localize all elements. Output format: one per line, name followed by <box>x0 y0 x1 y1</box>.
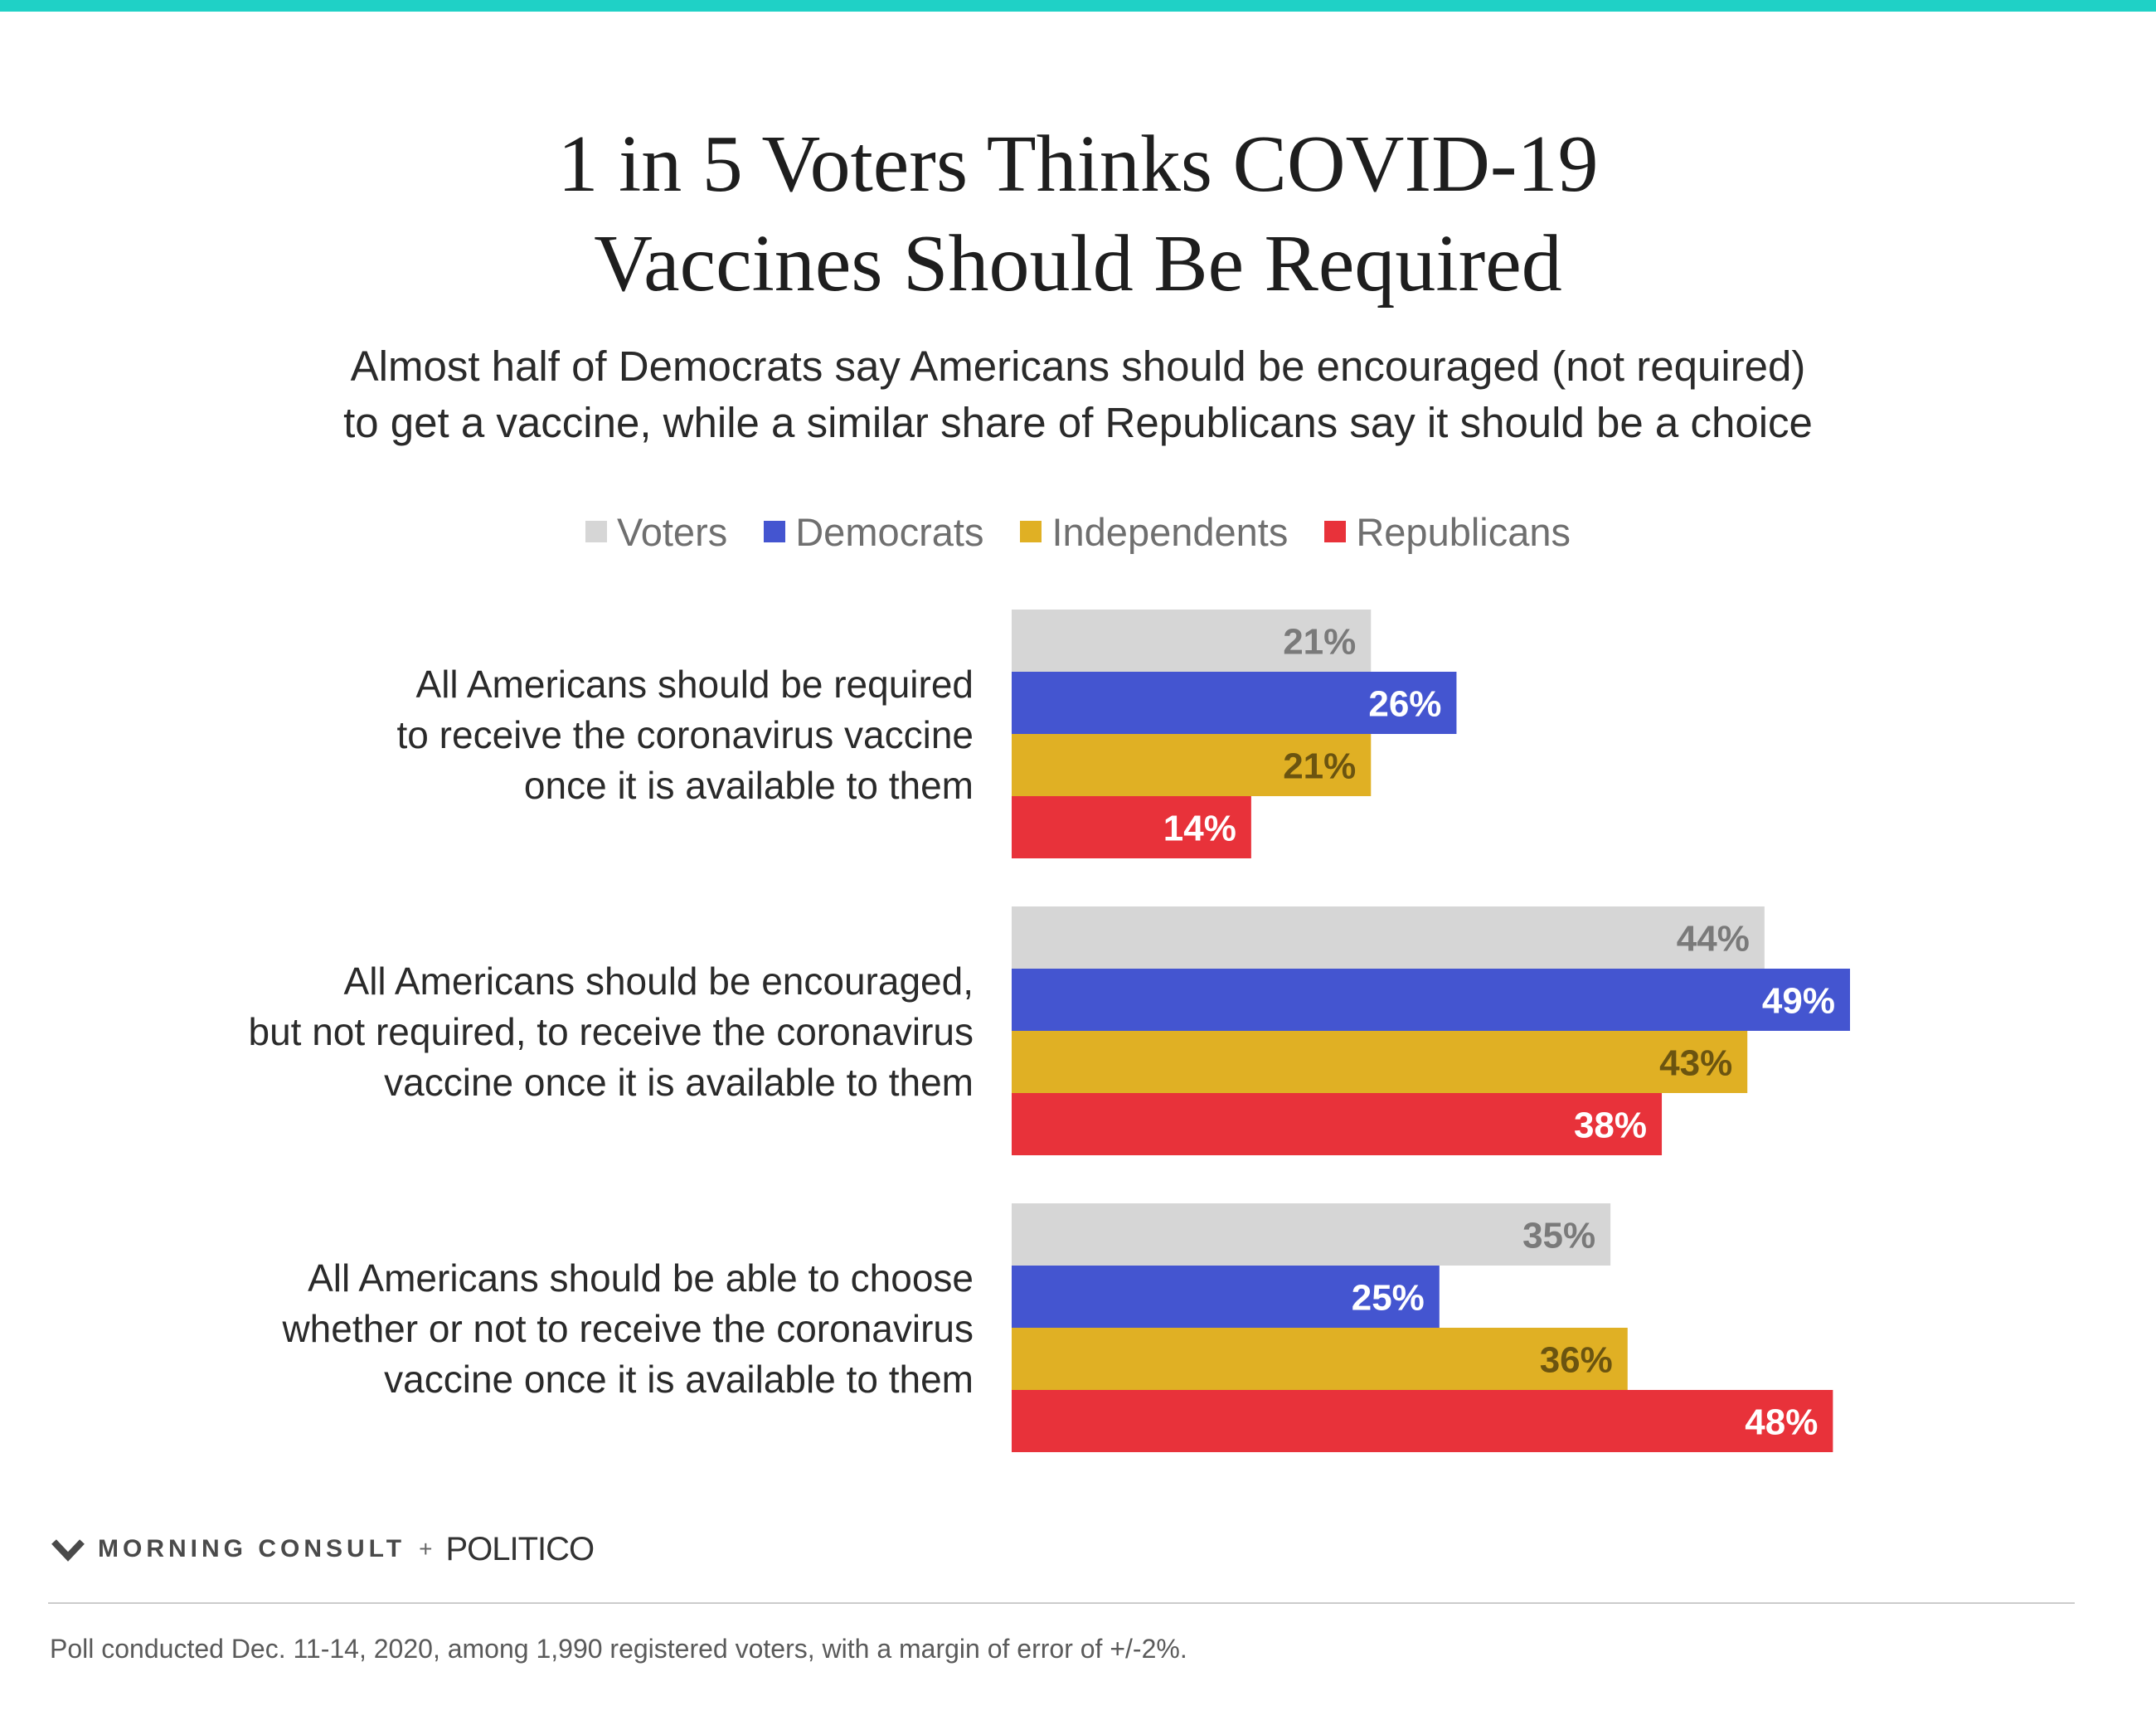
value-label-choose-voters: 35% <box>1522 1216 1595 1256</box>
footer-logo: MORNING CONSULT + POLITICO <box>51 1528 595 1571</box>
bar-required-republicans <box>1012 796 1251 858</box>
morning-consult-brand: MORNING CONSULT <box>98 1535 406 1562</box>
value-label-encouraged-democrats: 49% <box>1762 981 1835 1022</box>
value-label-encouraged-voters: 44% <box>1677 919 1750 960</box>
category-label-encouraged: All Americans should be encouraged, but … <box>83 956 974 1108</box>
bar-encouraged-republicans <box>1012 1093 1663 1155</box>
politico-brand: POLITICO <box>445 1530 595 1567</box>
value-label-required-republicans: 14% <box>1163 809 1236 849</box>
bar-required-voters <box>1012 610 1372 672</box>
category-label-required-line-2: to receive the coronavirus vaccine <box>396 713 974 756</box>
morning-consult-chevron-icon <box>51 1539 85 1562</box>
legend-label-voters: Voters <box>616 509 728 554</box>
category-label-choose-line-1: All Americans should be able to choose <box>308 1256 974 1300</box>
chart-subtitle-line-1: Almost half of Democrats say Americans s… <box>350 343 1806 390</box>
brand-plus: + <box>419 1536 433 1562</box>
value-label-choose-independents: 36% <box>1540 1340 1613 1381</box>
value-label-encouraged-republicans: 38% <box>1574 1105 1647 1146</box>
legend-item-republicans: Republicans <box>1324 509 1571 555</box>
category-label-encouraged-line-2: but not required, to receive the coronav… <box>248 1010 974 1053</box>
chart-legend: Voters Democrats Independents Republican… <box>0 503 2156 561</box>
legend-item-democrats: Democrats <box>764 509 983 555</box>
chart-title: 1 in 5 Voters Thinks COVID-19 Vaccines S… <box>0 114 2156 313</box>
value-label-choose-republicans: 48% <box>1745 1402 1818 1443</box>
value-label-choose-democrats: 25% <box>1352 1278 1425 1319</box>
category-label-required-line-3: once it is available to them <box>523 764 974 807</box>
bar-required-democrats <box>1012 672 1457 734</box>
category-label-encouraged-line-3: vaccine once it is available to them <box>384 1061 974 1104</box>
legend-swatch-republicans <box>1324 521 1347 542</box>
bar-encouraged-voters <box>1012 906 1765 969</box>
chart-subtitle-line-2: to get a vaccine, while a similar share … <box>343 399 1813 446</box>
legend-item-independents: Independents <box>1020 509 1288 555</box>
value-label-encouraged-independents: 43% <box>1659 1043 1732 1084</box>
legend-label-republicans: Republicans <box>1356 509 1571 554</box>
category-label-choose-line-3: vaccine once it is available to them <box>384 1358 974 1401</box>
bar-encouraged-independents <box>1012 1031 1748 1093</box>
category-label-encouraged-line-1: All Americans should be encouraged, <box>343 960 974 1003</box>
bar-choose-republicans <box>1012 1390 1833 1452</box>
bar-choose-voters <box>1012 1203 1611 1266</box>
chart-title-line-1: 1 in 5 Voters Thinks COVID-19 <box>557 119 1599 209</box>
category-label-choose-line-2: whether or not to receive the coronaviru… <box>282 1307 974 1350</box>
chart-subtitle: Almost half of Democrats say Americans s… <box>0 338 2156 451</box>
bar-choose-democrats <box>1012 1266 1440 1328</box>
legend-swatch-independents <box>1020 521 1042 542</box>
legend-item-voters: Voters <box>585 509 727 555</box>
category-label-choose: All Americans should be able to choose w… <box>83 1253 974 1405</box>
footer-divider <box>48 1602 2075 1604</box>
legend-label-independents: Independents <box>1051 509 1289 554</box>
value-label-required-democrats: 26% <box>1368 684 1441 725</box>
legend-swatch-voters <box>585 521 607 542</box>
legend-label-democrats: Democrats <box>795 509 984 554</box>
category-label-required-line-1: All Americans should be required <box>415 663 974 706</box>
category-label-required: All Americans should be required to rece… <box>83 659 974 811</box>
top-accent-rule <box>0 0 2156 12</box>
bar-required-independents <box>1012 734 1372 796</box>
chart-title-line-2: Vaccines Should Be Required <box>594 219 1562 309</box>
bar-encouraged-democrats <box>1012 969 1850 1031</box>
value-label-required-voters: 21% <box>1283 622 1356 663</box>
value-label-required-independents: 21% <box>1283 746 1356 787</box>
bar-choose-independents <box>1012 1328 1628 1390</box>
legend-swatch-democrats <box>764 521 786 542</box>
methodology-note: Poll conducted Dec. 11-14, 2020, among 1… <box>50 1634 1187 1664</box>
